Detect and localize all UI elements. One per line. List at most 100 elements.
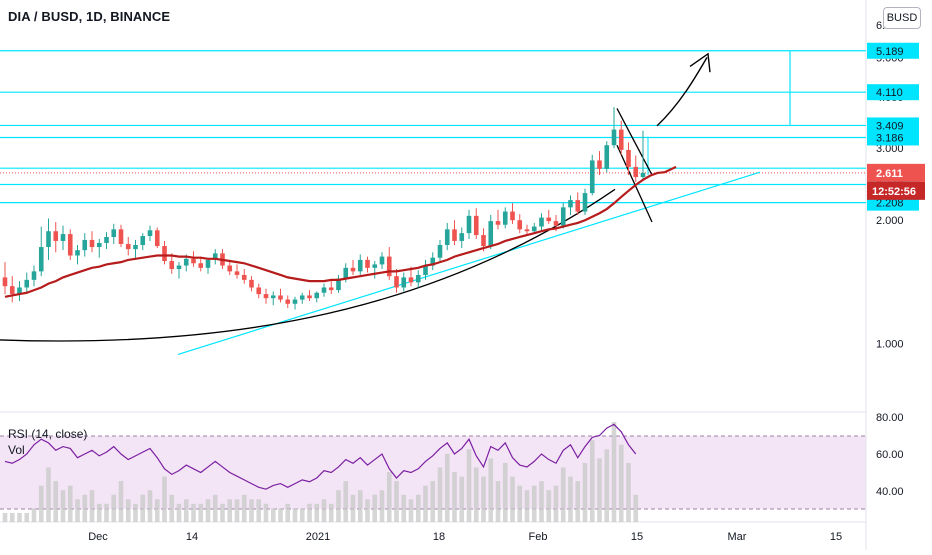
candle-body — [24, 279, 30, 288]
volume-bar — [212, 494, 218, 522]
candle-body — [481, 235, 486, 247]
volume-bar — [408, 499, 414, 522]
candle-body — [285, 299, 291, 304]
level-badge-label: 2.208 — [876, 198, 904, 210]
volume-bar — [524, 490, 530, 522]
candle-body — [2, 277, 8, 287]
candle-body — [147, 230, 153, 237]
candle-body — [575, 200, 581, 212]
projection-arrow — [656, 57, 708, 127]
volume-bar — [234, 499, 240, 522]
volume-bar — [452, 472, 457, 522]
volume-bar — [510, 476, 515, 522]
candle-body — [118, 229, 124, 244]
volume-bar — [473, 467, 479, 522]
volume-bar — [379, 490, 385, 522]
volume-bar — [104, 503, 109, 522]
volume-bar — [618, 444, 624, 522]
volume-bar — [336, 490, 341, 522]
candle-body — [415, 274, 421, 283]
candle-body — [198, 263, 204, 268]
volume-bar — [53, 481, 59, 522]
candle-body — [278, 295, 283, 300]
candle-body — [386, 256, 392, 277]
volume-bar — [256, 499, 262, 522]
candle-body — [67, 234, 73, 256]
projection-arrowhead — [689, 52, 711, 73]
level-badge-label: 3.409 — [876, 120, 904, 132]
candle-body — [307, 295, 312, 299]
rsi-legend-label[interactable]: RSI (14, close) — [8, 427, 88, 441]
candle-body — [568, 200, 573, 208]
volume-bar — [133, 503, 138, 522]
volume-bar — [249, 499, 254, 522]
indicator-legend: RSI (14, close) Vol — [8, 426, 87, 458]
candle-body — [314, 292, 320, 299]
current-price-label: 2.611 — [876, 168, 903, 180]
candle-body — [546, 217, 552, 222]
candle-body — [328, 287, 334, 291]
candle-body — [604, 145, 610, 169]
volume-bar — [597, 458, 602, 522]
volume-bar — [502, 462, 508, 522]
candle-body — [459, 233, 465, 241]
candle-body — [140, 236, 146, 245]
volume-bar — [589, 440, 595, 522]
candle-body — [372, 264, 378, 268]
candle-body — [611, 129, 617, 146]
time-tick-label: 15 — [631, 531, 643, 543]
candle-body — [227, 265, 233, 272]
volume-bar — [292, 508, 298, 522]
candle-body — [401, 277, 407, 288]
candle-body — [430, 257, 436, 266]
candle-body — [169, 261, 175, 270]
candle-body — [589, 160, 595, 194]
volume-bar — [125, 499, 131, 522]
volume-bar — [394, 481, 399, 522]
volume-bar — [560, 467, 566, 522]
time-tick-label: Mar — [728, 531, 747, 543]
candle-body — [618, 129, 624, 150]
volume-legend-label[interactable]: Vol — [8, 443, 25, 457]
volume-bar — [539, 481, 544, 522]
volume-bar — [582, 462, 588, 522]
volume-bar — [437, 467, 443, 522]
volume-bar — [38, 485, 44, 522]
time-tick-label: Dec — [88, 531, 108, 543]
candle-body — [270, 295, 276, 299]
volume-bar — [89, 490, 95, 522]
trend-drawings[interactable] — [0, 52, 711, 342]
volume-bar — [220, 503, 225, 522]
candle-body — [423, 265, 428, 275]
volume-bar — [96, 503, 102, 522]
currency-button[interactable]: BUSD — [883, 7, 921, 29]
horizontal-levels[interactable] — [0, 50, 866, 356]
candle-body — [263, 294, 269, 299]
volume-bar — [227, 499, 233, 522]
volume-bar — [357, 490, 363, 522]
volume-bar — [350, 494, 356, 522]
volume-bar — [2, 512, 8, 522]
volume-bar — [75, 499, 80, 522]
candle-body — [560, 207, 566, 226]
candle-body — [183, 258, 189, 266]
candle-body — [524, 229, 530, 232]
level-badge — [867, 117, 919, 134]
volume-bar — [633, 494, 639, 522]
candle-body — [96, 242, 102, 248]
candle-body — [53, 231, 59, 241]
volume-bar — [365, 499, 370, 522]
volume-bar — [67, 485, 73, 522]
volume-bar — [191, 503, 196, 522]
candle-body — [495, 221, 501, 225]
candle-body — [539, 217, 544, 227]
candle-body — [626, 149, 631, 167]
candle-body — [517, 220, 523, 230]
rsi-line — [4, 423, 637, 490]
volume-bar — [205, 499, 211, 522]
candle-body — [394, 276, 399, 288]
rsi-tick-label: 40.00 — [876, 486, 904, 498]
volume-bar — [488, 458, 494, 522]
